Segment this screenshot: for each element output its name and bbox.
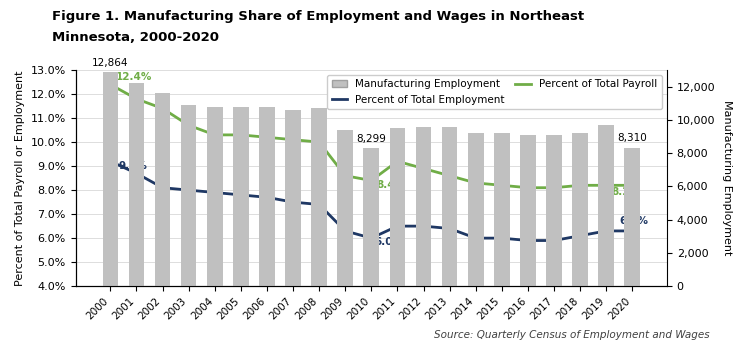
Percent of Total Employment	[262, 195, 271, 200]
Text: 8.4%: 8.4%	[376, 180, 406, 190]
Percent of Total Employment	[106, 159, 115, 163]
Percent of Total Employment	[185, 188, 193, 192]
Percent of Total Payroll	[341, 174, 350, 178]
Bar	[102, 72, 118, 286]
Percent of Total Payroll	[627, 183, 636, 187]
Text: 9.2%: 9.2%	[118, 161, 147, 170]
Legend: Manufacturing Employment, Percent of Total Employment, Percent of Total Payroll: Manufacturing Employment, Percent of Tot…	[327, 75, 662, 109]
Text: 8.2%: 8.2%	[611, 187, 640, 197]
Y-axis label: Manufacturing Employment: Manufacturing Employment	[722, 100, 732, 256]
Percent of Total Payroll	[210, 133, 219, 137]
Bar	[364, 148, 379, 286]
Percent of Total Employment	[498, 236, 506, 240]
Bar	[259, 107, 275, 286]
Percent of Total Payroll	[132, 97, 141, 101]
Text: 6.3%: 6.3%	[619, 216, 648, 226]
Percent of Total Employment	[132, 171, 141, 175]
Percent of Total Employment	[627, 229, 636, 233]
Percent of Total Employment	[576, 234, 585, 238]
Bar	[624, 148, 640, 286]
Percent of Total Employment	[393, 224, 402, 228]
Line: Percent of Total Employment: Percent of Total Employment	[111, 161, 632, 240]
Percent of Total Employment	[288, 200, 297, 204]
Percent of Total Payroll	[445, 174, 454, 178]
Bar	[311, 108, 327, 286]
Bar	[181, 105, 196, 286]
Bar	[390, 128, 405, 286]
Percent of Total Employment	[236, 193, 245, 197]
Percent of Total Payroll	[314, 140, 323, 144]
Bar	[233, 107, 249, 286]
Percent of Total Payroll	[498, 183, 506, 187]
Text: 8,310: 8,310	[618, 133, 647, 143]
Text: 12.4%: 12.4%	[116, 72, 152, 82]
Percent of Total Payroll	[106, 82, 115, 86]
Percent of Total Payroll	[576, 183, 585, 187]
Percent of Total Employment	[524, 238, 533, 243]
Percent of Total Employment	[471, 236, 480, 240]
Bar	[520, 135, 536, 286]
Percent of Total Employment	[341, 229, 350, 233]
Text: 6.0%: 6.0%	[374, 237, 403, 247]
Text: Minnesota, 2000-2020: Minnesota, 2000-2020	[52, 31, 220, 44]
Bar	[468, 133, 483, 286]
Text: 12,864: 12,864	[92, 58, 128, 68]
Percent of Total Payroll	[471, 181, 480, 185]
Text: Figure 1. Manufacturing Share of Employment and Wages in Northeast: Figure 1. Manufacturing Share of Employm…	[52, 10, 584, 23]
Percent of Total Payroll	[393, 159, 402, 163]
Bar	[598, 125, 614, 286]
Percent of Total Payroll	[601, 183, 610, 187]
Bar	[546, 135, 562, 286]
Percent of Total Payroll	[288, 138, 297, 142]
Bar	[572, 133, 588, 286]
Bar	[155, 93, 170, 286]
Percent of Total Employment	[419, 224, 428, 228]
Percent of Total Employment	[550, 238, 559, 243]
Percent of Total Payroll	[158, 107, 167, 111]
Percent of Total Employment	[314, 202, 323, 206]
Y-axis label: Percent of Total Payroll or Employment: Percent of Total Payroll or Employment	[15, 70, 25, 286]
Percent of Total Payroll	[524, 186, 533, 190]
Percent of Total Payroll	[185, 123, 193, 127]
Percent of Total Payroll	[367, 178, 376, 183]
Bar	[128, 83, 144, 286]
Text: 8,299: 8,299	[356, 134, 386, 144]
Percent of Total Payroll	[550, 186, 559, 190]
Percent of Total Payroll	[419, 167, 428, 171]
Bar	[207, 107, 223, 286]
Percent of Total Employment	[210, 191, 219, 195]
Percent of Total Payroll	[262, 135, 271, 139]
Bar	[285, 110, 301, 286]
Bar	[338, 130, 353, 286]
Bar	[494, 133, 509, 286]
Bar	[441, 127, 457, 286]
Line: Percent of Total Payroll: Percent of Total Payroll	[111, 84, 632, 188]
Percent of Total Employment	[367, 236, 376, 240]
Percent of Total Employment	[445, 227, 454, 231]
Percent of Total Employment	[601, 229, 610, 233]
Text: Source: Quarterly Census of Employment and Wages: Source: Quarterly Census of Employment a…	[434, 330, 710, 340]
Bar	[415, 127, 431, 286]
Percent of Total Payroll	[236, 133, 245, 137]
Percent of Total Employment	[158, 186, 167, 190]
